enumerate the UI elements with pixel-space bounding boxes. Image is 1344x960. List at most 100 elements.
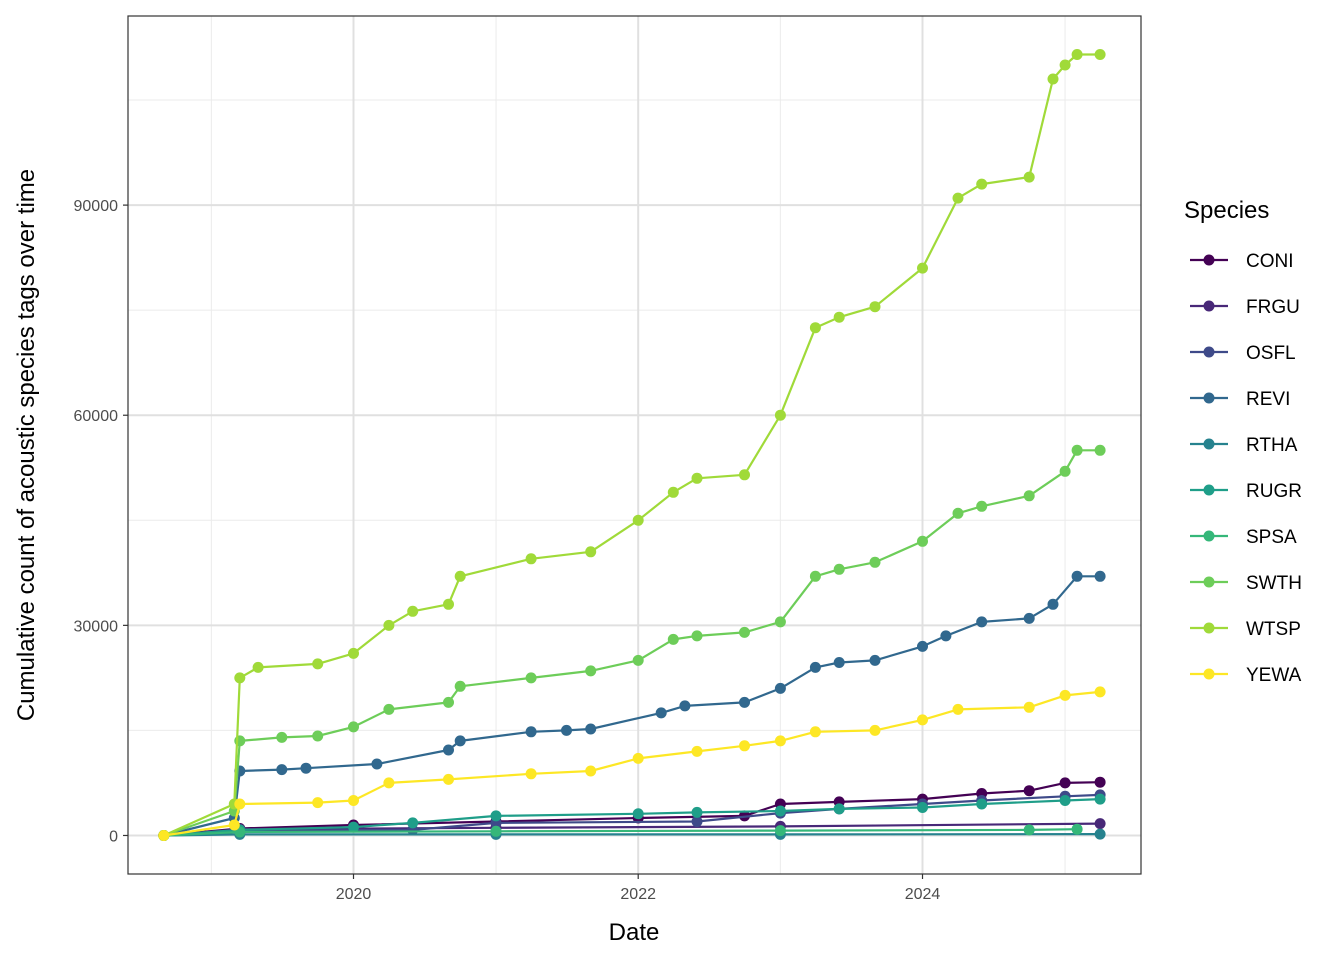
data-point — [407, 605, 419, 617]
data-point — [691, 472, 703, 484]
data-point — [234, 672, 246, 684]
data-point — [917, 640, 928, 652]
data-point — [809, 661, 821, 673]
data-point — [454, 570, 466, 582]
data-point — [833, 563, 845, 575]
data-point — [454, 680, 466, 692]
data-point — [691, 630, 703, 642]
legend-label: YEWA — [1246, 665, 1302, 686]
y-axis-title: Cumulative count of acoustic species tag… — [13, 169, 40, 721]
y-tick-label: 0 — [109, 828, 118, 845]
data-point — [1094, 444, 1106, 456]
data-point — [1059, 777, 1071, 789]
data-point — [1059, 795, 1071, 806]
data-point — [443, 744, 454, 756]
data-point — [1023, 490, 1035, 502]
data-point — [1059, 689, 1071, 701]
data-point — [774, 682, 786, 694]
legend-key-point — [1203, 484, 1215, 496]
legend: Species CONI FRGU OSFL REVI RTHA RUGR SPSA SWTH… — [1184, 197, 1302, 686]
data-point — [739, 469, 750, 481]
data-point — [348, 821, 359, 833]
data-point — [1071, 444, 1083, 456]
data-point — [809, 570, 821, 582]
data-point — [312, 730, 324, 742]
legend-label: FRGU — [1246, 297, 1300, 318]
data-point — [1094, 828, 1106, 840]
legend-item-spsa: SPSA — [1190, 527, 1297, 548]
data-point — [443, 598, 454, 610]
data-point — [739, 696, 750, 708]
data-point — [917, 714, 928, 726]
data-point — [348, 647, 359, 659]
data-point — [228, 819, 240, 831]
legend-item-coni: CONI — [1190, 251, 1294, 272]
legend-label: SWTH — [1246, 573, 1302, 594]
data-point — [312, 658, 324, 670]
data-point — [739, 626, 750, 638]
data-point — [1023, 612, 1035, 624]
data-point — [525, 726, 537, 738]
series-line-spsa — [163, 828, 1078, 837]
data-point — [774, 805, 786, 817]
data-point — [371, 758, 383, 770]
data-point — [407, 817, 419, 829]
legend-title: Species — [1184, 197, 1269, 224]
data-point — [976, 178, 988, 190]
data-point — [348, 721, 359, 733]
data-point — [312, 797, 324, 809]
series-line-wtsp — [163, 53, 1101, 837]
data-point — [952, 703, 964, 715]
data-point — [976, 500, 988, 512]
legend-key-point — [1203, 438, 1215, 450]
data-point — [1059, 465, 1071, 477]
data-point — [774, 409, 786, 421]
legend-label: SPSA — [1246, 527, 1297, 548]
data-point — [976, 798, 988, 810]
legend-key-point — [1203, 254, 1215, 266]
data-point — [632, 808, 644, 820]
data-point — [234, 798, 246, 810]
data-point — [585, 546, 597, 558]
series-swth — [158, 444, 1106, 841]
legend-item-rugr: RUGR — [1190, 481, 1302, 502]
data-point — [276, 764, 288, 776]
data-point — [869, 654, 881, 666]
legend-key-point — [1203, 300, 1215, 312]
data-point — [490, 825, 502, 837]
legend-key-point — [1203, 668, 1215, 680]
data-point — [655, 707, 667, 719]
legend-label: WTSP — [1246, 619, 1301, 640]
series-line-rtha — [163, 833, 1101, 837]
data-point — [691, 745, 703, 757]
data-point — [1094, 570, 1106, 582]
data-point — [833, 803, 845, 815]
data-point — [809, 726, 821, 738]
data-point — [1023, 701, 1035, 713]
data-point — [252, 661, 264, 673]
series-yewa — [158, 686, 1106, 841]
legend-items: CONI FRGU OSFL REVI RTHA RUGR SPSA SWTH WTSP YEWA — [1190, 251, 1302, 686]
data-point — [976, 616, 988, 628]
data-point — [443, 773, 454, 785]
data-point — [632, 752, 644, 764]
data-point — [525, 672, 537, 684]
legend-key-point — [1203, 346, 1215, 358]
data-point — [1094, 686, 1106, 698]
series-layer — [158, 49, 1106, 841]
data-point — [667, 633, 679, 645]
data-point — [917, 802, 928, 813]
data-point — [952, 507, 964, 519]
data-point — [833, 657, 845, 668]
data-point — [1094, 818, 1106, 830]
data-point — [454, 735, 466, 747]
data-point — [1047, 73, 1059, 85]
data-point — [774, 825, 786, 837]
data-point — [585, 723, 597, 735]
data-point — [1094, 776, 1106, 788]
data-point — [1094, 793, 1106, 805]
data-point — [1071, 823, 1083, 835]
y-tick-label: 60000 — [74, 408, 119, 425]
data-point — [1023, 785, 1035, 797]
plot-background — [128, 16, 1141, 874]
